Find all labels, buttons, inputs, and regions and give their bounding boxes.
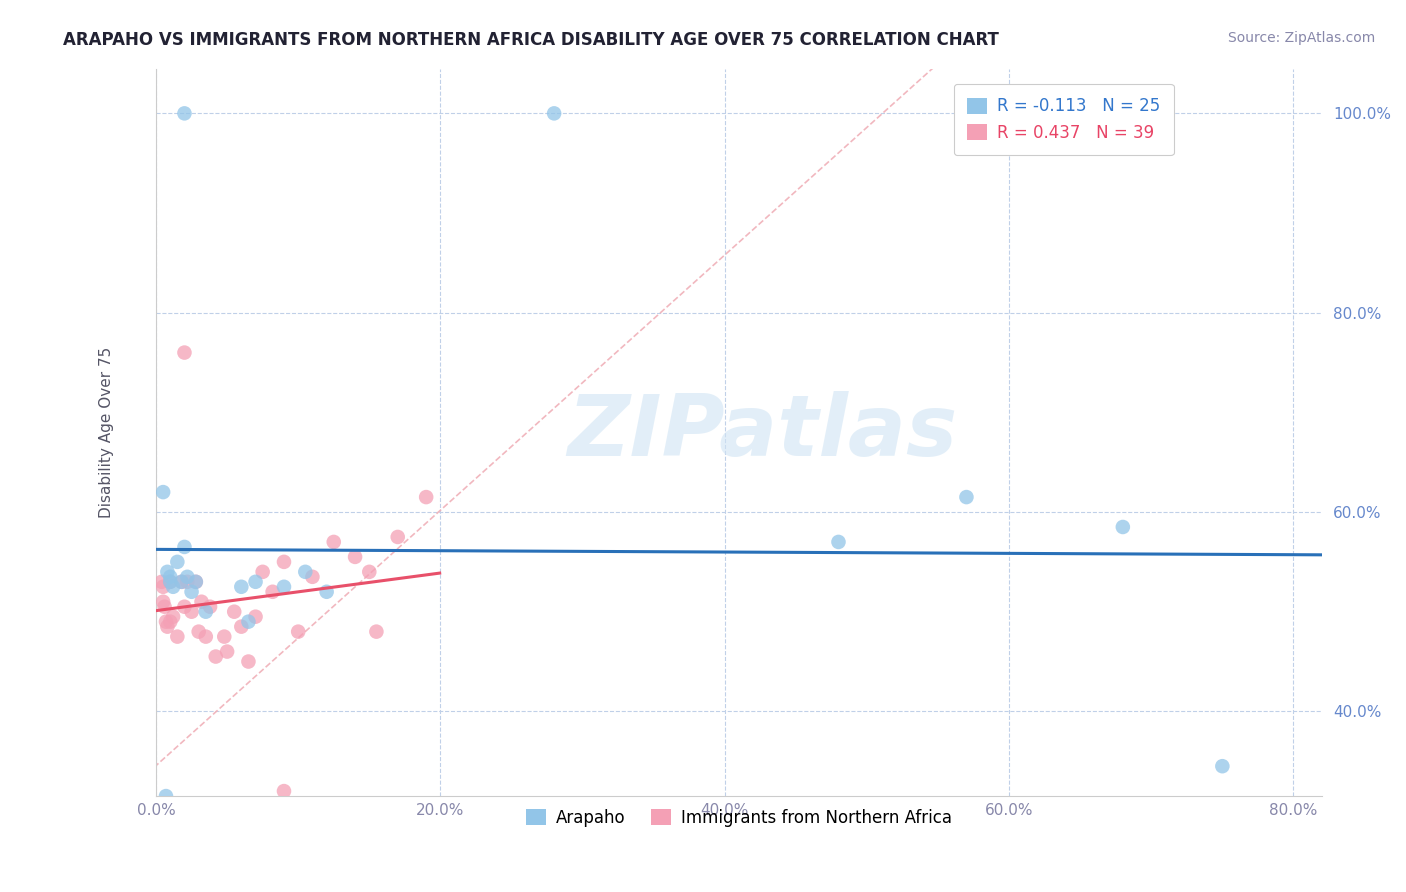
Point (173, 345, 195, 359)
Point (217, 644, 239, 658)
Point (180, 584, 202, 599)
Point (273, 580, 295, 594)
Point (224, 605, 246, 619)
Point (231, 620, 253, 634)
Point (173, 540, 195, 554)
Point (231, 580, 253, 594)
Point (262, 584, 284, 599)
Point (190, 595, 212, 609)
Point (194, 630, 217, 644)
Point (204, 649, 226, 664)
Point (162, 609, 184, 624)
Text: ZIPatlas: ZIPatlas (567, 391, 957, 474)
Point (173, 599, 195, 614)
Point (194, 605, 217, 619)
Point (543, 106, 565, 120)
Point (184, 574, 207, 589)
Point (159, 570, 181, 584)
Point (214, 630, 236, 644)
Legend: Arapaho, Immigrants from Northern Africa: Arapaho, Immigrants from Northern Africa (517, 800, 960, 835)
Point (198, 599, 221, 614)
Point (273, 784, 295, 798)
Point (159, 574, 181, 589)
Point (366, 624, 388, 639)
Point (156, 565, 179, 579)
Text: ARAPAHO VS IMMIGRANTS FROM NORTHERN AFRICA DISABILITY AGE OVER 75 CORRELATION CH: ARAPAHO VS IMMIGRANTS FROM NORTHERN AFRI… (63, 31, 1000, 49)
Point (176, 574, 198, 589)
Text: Source: ZipAtlas.com: Source: ZipAtlas.com (1227, 31, 1375, 45)
Point (315, 584, 337, 599)
Point (159, 615, 181, 629)
Point (301, 570, 323, 584)
Point (152, 580, 174, 594)
Point (322, 535, 344, 549)
Point (245, 609, 267, 624)
Point (170, 574, 193, 589)
Point (294, 565, 316, 579)
Point (252, 565, 274, 579)
Point (1211, 759, 1233, 773)
Point (344, 549, 367, 564)
Point (153, 599, 176, 614)
Point (152, 595, 174, 609)
Point (159, 574, 181, 589)
Point (955, 490, 977, 504)
Point (156, 620, 179, 634)
Point (155, 615, 177, 629)
Point (170, 574, 193, 589)
Point (415, 490, 437, 504)
Point (162, 580, 184, 594)
Y-axis label: Disability Age Over 75: Disability Age Over 75 (100, 347, 114, 518)
Point (238, 615, 260, 629)
Point (152, 485, 174, 500)
Point (387, 530, 409, 544)
Point (187, 624, 209, 639)
Point (1112, 520, 1135, 534)
Point (155, 789, 177, 803)
Point (287, 624, 309, 639)
Point (273, 555, 295, 569)
Point (176, 570, 198, 584)
Point (180, 605, 202, 619)
Point (166, 555, 188, 569)
Point (150, 574, 173, 589)
Point (827, 535, 849, 549)
Point (238, 655, 260, 669)
Point (184, 574, 207, 589)
Point (245, 574, 267, 589)
Point (173, 106, 195, 120)
Point (166, 630, 188, 644)
Point (359, 565, 381, 579)
